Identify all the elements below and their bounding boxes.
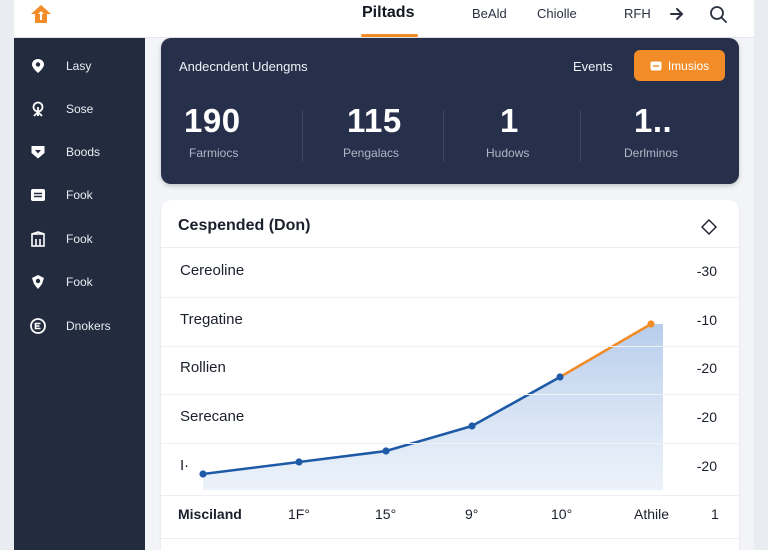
sidebar-item-boods[interactable]: Boods [14,134,145,170]
sidebar: Lasy Sose Boods Fook [14,38,145,550]
sidebar-item-fook-2[interactable]: Fook [14,221,145,257]
sidebar-item-sose[interactable]: Sose [14,91,145,127]
sidebar-item-label: Lasy [66,59,92,73]
row-label-rollien: Rollien [180,359,226,376]
data-point [556,373,564,381]
row-divider [161,297,739,298]
list-icon [31,189,45,201]
stats-title: Andecndent Udengms [179,59,308,74]
sidebar-item-dnokers[interactable]: Dnokers [14,308,145,344]
stat-hudows: 1 Hudows [486,102,626,160]
stat-caption: Pengalacs [343,146,400,160]
card-header-divider [161,247,739,248]
footer-tick: Athile [634,506,670,522]
sidebar-item-fook-1[interactable]: Fook [14,177,145,213]
footer-tick: 1F° [288,506,310,522]
shield-icon [31,146,45,159]
button-label: Imusios [667,58,710,73]
stat-value: 115 [347,102,402,139]
row-value: -10 [696,312,717,328]
footer-tick: 10° [551,506,573,522]
footer-count: 1 [711,506,719,522]
data-point [468,422,476,430]
stat-divider [302,110,303,162]
stat-caption: Hudows [486,146,530,160]
tree-icon [32,101,44,117]
row-label-i: I· [180,457,190,474]
data-point-highlight [647,320,655,328]
message-icon [650,61,662,70]
active-tab-indicator [361,34,418,37]
stat-farmiocs: 190 Farmiocs [184,102,324,160]
footer-tick: 15° [375,506,397,522]
home-logo-icon[interactable] [30,3,52,25]
sidebar-item-label: Fook [66,188,93,202]
events-link[interactable]: Events [573,59,613,74]
footer-tick: 9° [465,506,479,522]
row-value: -30 [696,263,717,279]
sidebar-item-label: Dnokers [66,319,111,333]
search-icon[interactable] [709,5,727,23]
stat-value: 190 [184,102,241,139]
row-divider [161,394,739,395]
data-point [295,458,303,466]
row-label-tregatine: Tregatine [180,311,243,328]
stat-value: 1.. [634,102,673,139]
row-label-cereoline: Cereoline [180,262,245,279]
row-value: -20 [696,409,717,425]
arrow-right-icon[interactable] [668,5,686,23]
diamond-icon[interactable] [701,219,717,235]
stat-caption: Derlminos [624,146,679,160]
sidebar-item-label: Fook [66,232,93,246]
nav-link-rfh[interactable]: RFH [624,6,651,21]
sidebar-item-fook-3[interactable]: Fook [14,264,145,300]
circle-e-icon [30,318,46,334]
stat-pengalacs: 115 Pengalacs [343,102,483,160]
row-value: -20 [696,458,717,474]
row-value: -20 [696,360,717,376]
nav-link-chiolle[interactable]: Chiolle [537,6,577,21]
stat-divider [580,110,581,162]
row-divider [161,346,739,347]
imusios-button[interactable]: Imusios [634,50,725,81]
top-bar: Piltads BeAld Chiolle RFH [14,0,754,38]
stat-derlminos: 1.. Derlminos [624,102,754,160]
card-title: Cespended (Don) [178,217,311,234]
trend-line-highlight [559,322,652,379]
sidebar-item-lasy[interactable]: Lasy [14,48,145,84]
footer-divider [161,495,739,496]
footer-label-misciland: Misciland [178,506,242,522]
row-divider [161,443,739,444]
sidebar-item-label: Fook [66,275,93,289]
stats-panel: Andecndent Udengms Events Imusios 190 Fa… [161,38,739,184]
trend-area [203,324,663,490]
data-point [199,470,207,478]
stat-divider [443,110,444,162]
badge-icon [32,275,44,289]
data-point [382,447,390,455]
row-label-serecane: Serecane [180,408,245,425]
building-icon [31,231,45,247]
sidebar-item-label: Boods [66,145,101,159]
nav-link-beald[interactable]: BeAld [472,6,507,21]
app-window: Piltads BeAld Chiolle RFH Lasy Sose [14,0,754,550]
pin-icon [32,59,44,73]
stat-value: 1 [500,102,519,139]
sidebar-item-label: Sose [66,102,94,116]
stat-caption: Farmiocs [189,146,239,160]
trend-chart [199,320,663,490]
footer-bottom-divider [161,538,739,539]
page-title[interactable]: Piltads [362,4,415,21]
chart-card: Cespended (Don) Cereolin [161,200,739,550]
